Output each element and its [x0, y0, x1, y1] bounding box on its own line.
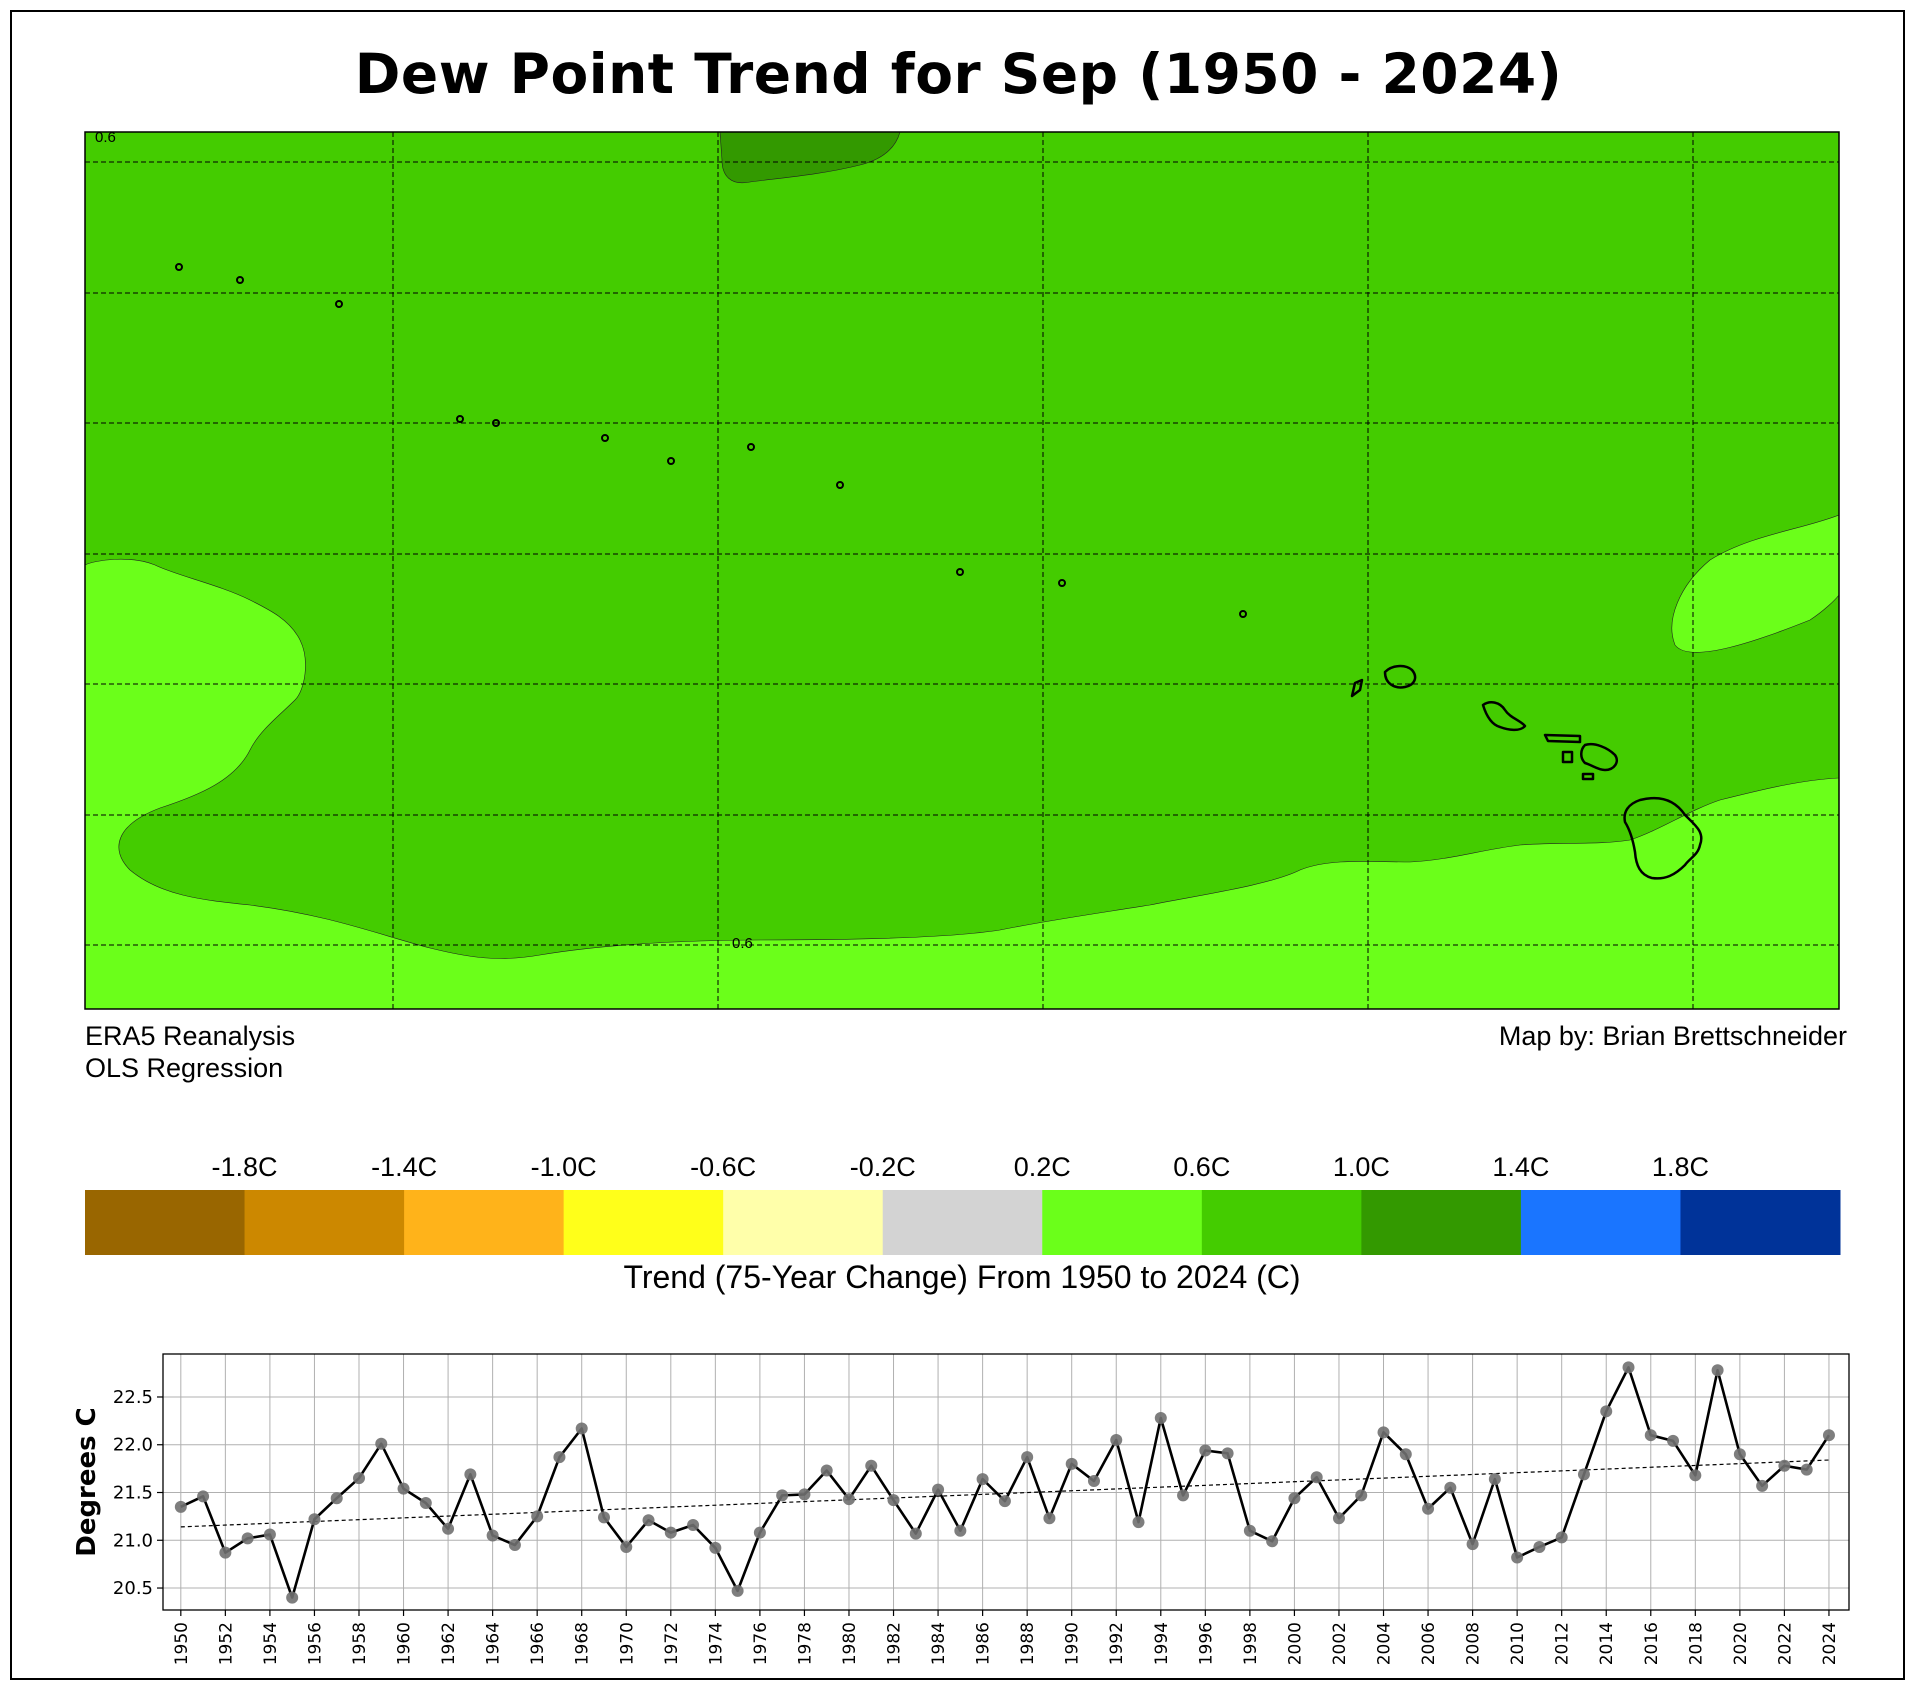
colorbar-tick-label: -0.2C [850, 1152, 916, 1182]
colorbar-tick-label: -1.4C [371, 1152, 437, 1182]
atoll-marker [175, 263, 183, 271]
colorbar-tick-label: 0.2C [1014, 1152, 1071, 1182]
colorbar: -1.8C -1.4C -1.0C -0.6C -0.2C 0.2C 0.6C 1.0C 1.4… [0, 1140, 1917, 1300]
atoll-marker [1239, 610, 1247, 618]
colorbar-tick-label: 1.4C [1492, 1152, 1549, 1182]
colorbar-svg: -1.8C -1.4C -1.0C -0.6C -0.2C 0.2C 0.6C 1.0C 1.4… [85, 1152, 1841, 1295]
method-label: OLS Regression [85, 1053, 284, 1083]
data-source-label: ERA5 Reanalysis [85, 1021, 296, 1051]
island-big-island [1623, 796, 1703, 880]
atoll-marker [492, 419, 500, 427]
atoll-marker [956, 568, 964, 576]
contour-label-bottom: 0.6 [732, 935, 753, 952]
colorbar-tick-label: -1.8C [212, 1152, 278, 1182]
atoll-marker [236, 276, 244, 284]
island-kahoolawe [1581, 772, 1595, 781]
island-niihau [1350, 678, 1364, 698]
colorbar-swatch [85, 1190, 246, 1255]
map-border [84, 131, 1840, 1010]
colorbar-swatch [1201, 1190, 1362, 1255]
trend-map: 0.6 0.6 [84, 129, 1840, 1010]
colorbar-swatch [882, 1190, 1043, 1255]
colorbar-swatch [1520, 1190, 1681, 1255]
colorbar-tick-label: -1.0C [531, 1152, 597, 1182]
island-molokai [1543, 733, 1582, 744]
map-zone-mid [85, 132, 1839, 959]
colorbar-swatch [1042, 1190, 1203, 1255]
atoll-marker [747, 443, 755, 451]
colorbar-tick-label: 0.6C [1173, 1152, 1230, 1182]
colorbar-swatch [404, 1190, 565, 1255]
island-lanai [1561, 750, 1574, 764]
atoll-marker [836, 481, 844, 489]
island-oahu [1481, 701, 1527, 732]
nw-hawaiian-islands [175, 263, 1247, 618]
colorbar-swatch [723, 1190, 884, 1255]
colorbar-swatch [1680, 1190, 1841, 1255]
colorbar-swatch [563, 1190, 724, 1255]
island-kauai [1383, 664, 1417, 689]
colorbar-swatch [244, 1190, 405, 1255]
island-maui [1580, 743, 1619, 772]
atoll-marker [1058, 579, 1066, 587]
map-gridlines [85, 132, 1839, 1009]
credit-label: Map by: Brian Brettschneider [1498, 1021, 1847, 1051]
contour-labels: 0.6 0.6 [95, 129, 753, 952]
colorbar-title: Trend (75-Year Change) From 1950 to 2024… [623, 1259, 1300, 1295]
atoll-marker [335, 300, 343, 308]
figure-frame [10, 10, 1905, 1680]
contour-label-top: 0.6 [95, 129, 116, 146]
hawaii-coastlines [1350, 664, 1703, 880]
page-title: Dew Point Trend for Sep (1950 - 2024) [354, 42, 1563, 106]
colorbar-tick-label: -0.6C [690, 1152, 756, 1182]
colorbar-tick-label: 1.0C [1333, 1152, 1390, 1182]
source-notes: ERA5 Reanalysis OLS Regression [85, 1020, 295, 1084]
atoll-marker [667, 457, 675, 465]
atoll-marker [601, 434, 609, 442]
colorbar-swatch [1361, 1190, 1522, 1255]
map-zone-high [719, 132, 901, 184]
atoll-marker [456, 415, 464, 423]
colorbar-tick-label: 1.8C [1652, 1152, 1709, 1182]
